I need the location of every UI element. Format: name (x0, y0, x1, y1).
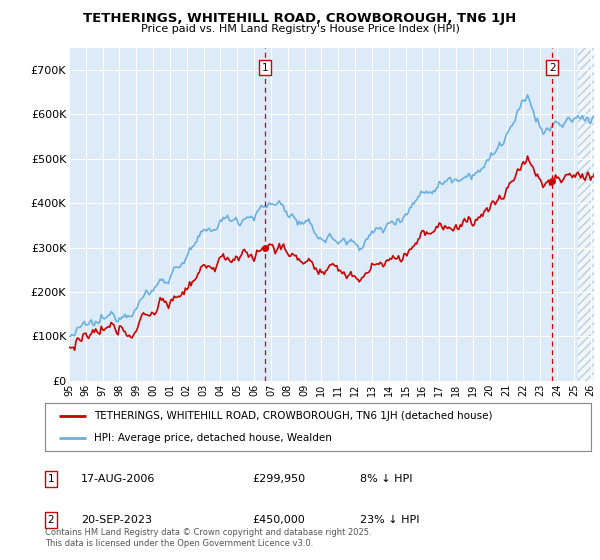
Text: 23% ↓ HPI: 23% ↓ HPI (360, 515, 419, 525)
Text: 1: 1 (262, 63, 268, 73)
Text: TETHERINGS, WHITEHILL ROAD, CROWBOROUGH, TN6 1JH: TETHERINGS, WHITEHILL ROAD, CROWBOROUGH,… (83, 12, 517, 25)
Text: £450,000: £450,000 (252, 515, 305, 525)
Text: 17-AUG-2006: 17-AUG-2006 (81, 474, 155, 484)
Text: £299,950: £299,950 (252, 474, 305, 484)
Text: 8% ↓ HPI: 8% ↓ HPI (360, 474, 413, 484)
Text: 2: 2 (549, 63, 556, 73)
Text: HPI: Average price, detached house, Wealden: HPI: Average price, detached house, Weal… (94, 433, 332, 443)
Bar (578, 48, 594, 381)
Text: TETHERINGS, WHITEHILL ROAD, CROWBOROUGH, TN6 1JH (detached house): TETHERINGS, WHITEHILL ROAD, CROWBOROUGH,… (94, 411, 493, 421)
Text: 20-SEP-2023: 20-SEP-2023 (81, 515, 152, 525)
Text: 1: 1 (47, 474, 55, 484)
Text: Price paid vs. HM Land Registry's House Price Index (HPI): Price paid vs. HM Land Registry's House … (140, 24, 460, 34)
Text: 2: 2 (47, 515, 55, 525)
Bar (578, 48, 594, 381)
Text: Contains HM Land Registry data © Crown copyright and database right 2025.
This d: Contains HM Land Registry data © Crown c… (45, 528, 371, 548)
